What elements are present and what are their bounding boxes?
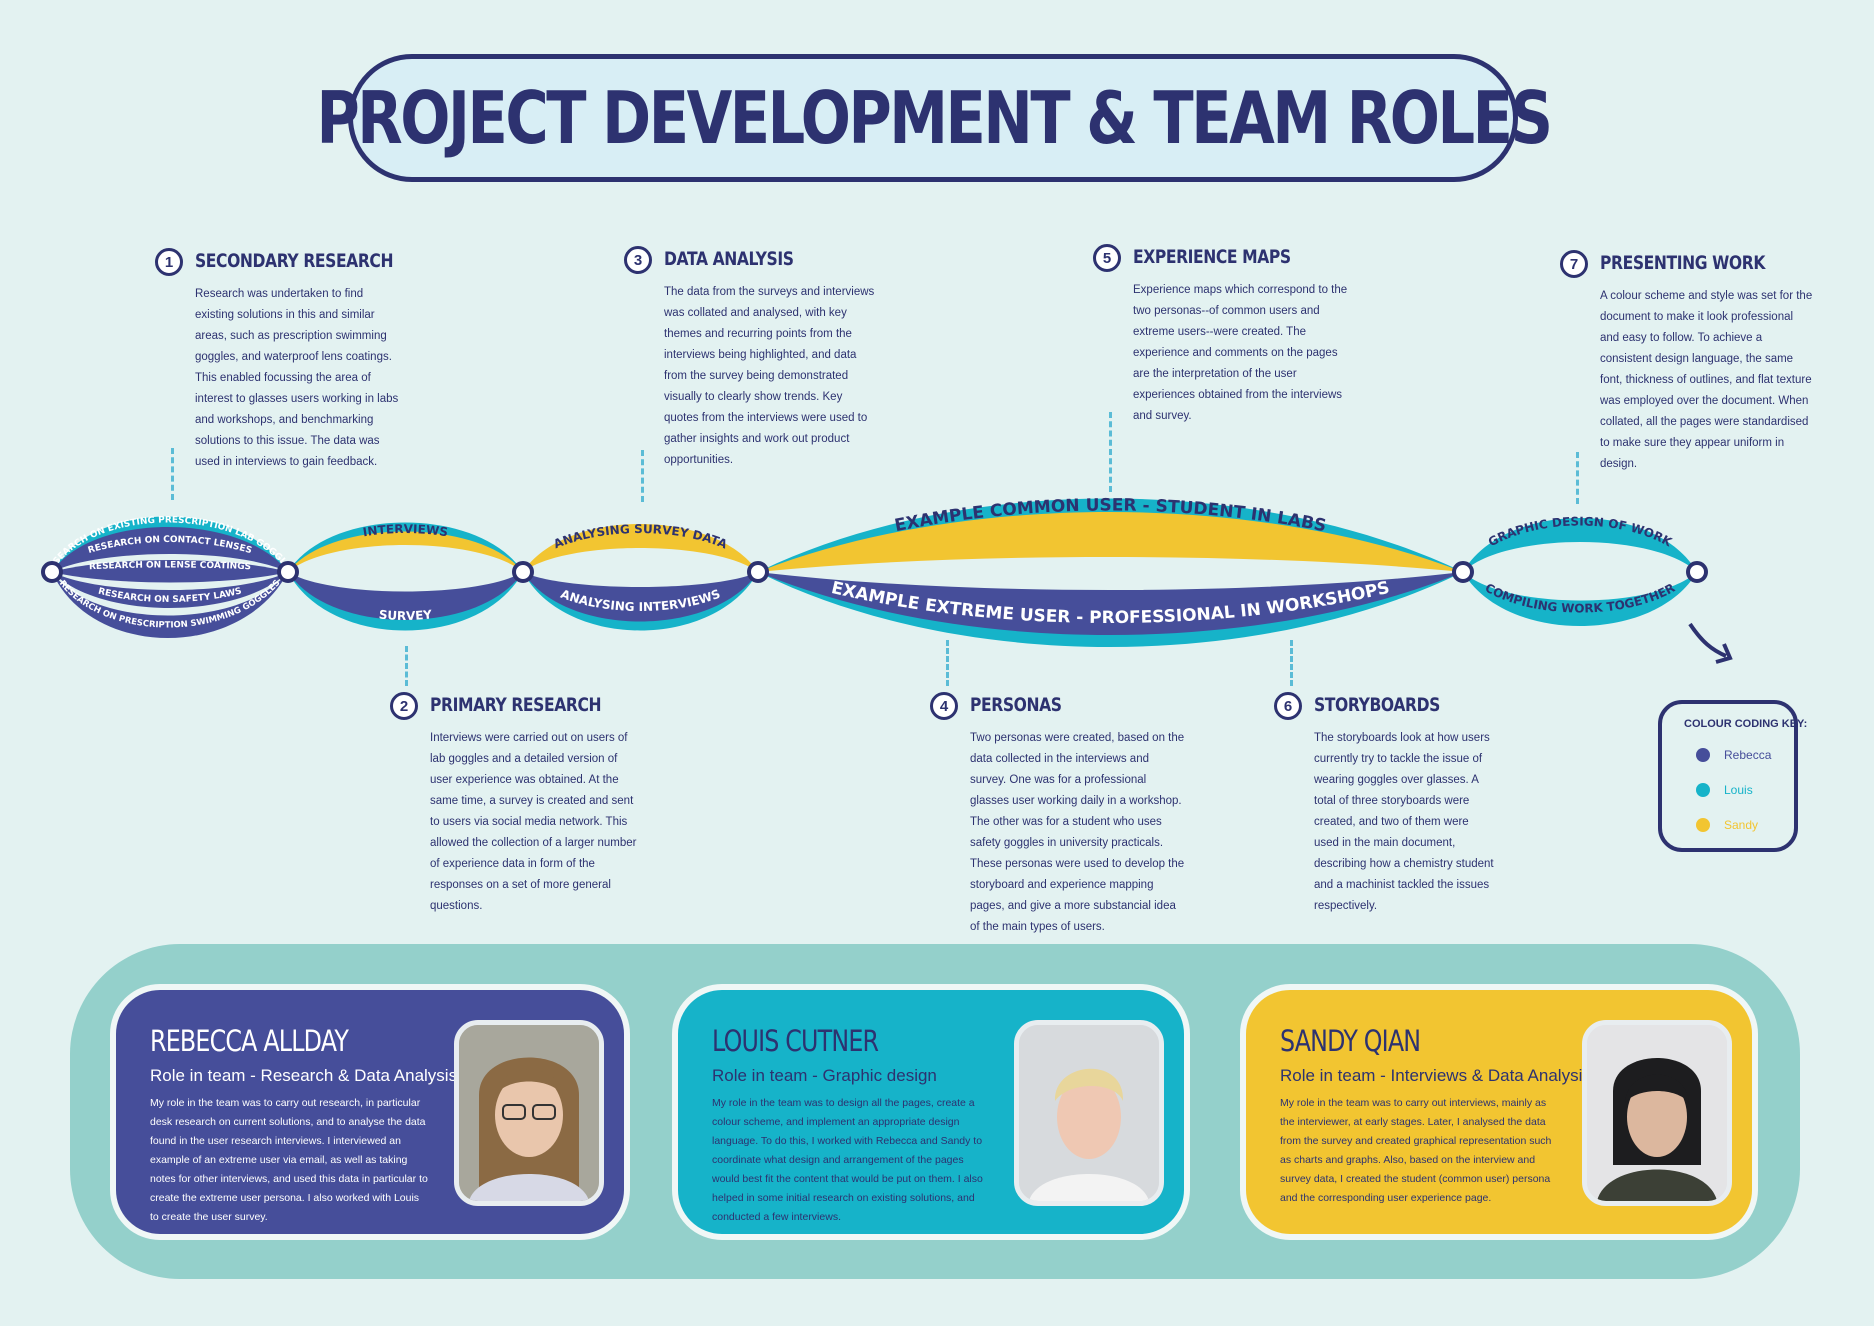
step-heading: EXPERIENCE MAPS — [1133, 246, 1291, 268]
connector-7 — [1576, 452, 1579, 504]
step-number: 1 — [155, 248, 183, 276]
interviews-label: INTERVIEWS — [362, 522, 449, 539]
team-card-sandy: SANDY QIAN Role in team - Interviews & D… — [1240, 984, 1758, 1240]
step-body: Two personas were created, based on the … — [970, 732, 1185, 933]
analysing-interviews-band — [523, 572, 758, 622]
step-body: A colour scheme and style was set for th… — [1600, 290, 1813, 470]
step-body: Research was undertaken to find existing… — [195, 288, 399, 468]
step-heading: PRESENTING WORK — [1600, 252, 1765, 274]
member-role: Role in team - Interviews & Data Analysi… — [1280, 1066, 1591, 1085]
member-description: My role in the team was to carry out int… — [1280, 1097, 1552, 1204]
connector-6 — [1290, 640, 1293, 686]
member-photo — [1014, 1020, 1164, 1206]
interviews-band-outer — [288, 522, 523, 572]
survey-label: SURVEY — [378, 607, 433, 623]
team-card-louis: LOUIS CUTNER Role in team - Graphic desi… — [672, 984, 1190, 1240]
key-title: COLOUR CODING KEY: — [1684, 718, 1808, 730]
step-number: 3 — [624, 246, 652, 274]
color-dot-icon — [1696, 748, 1710, 762]
member-role: Role in team - Research & Data Analysis — [150, 1066, 458, 1085]
connector-4 — [946, 640, 949, 686]
step-body: The data from the surveys and interviews… — [664, 286, 875, 466]
member-name: SANDY QIAN — [1280, 1024, 1421, 1058]
analysing-survey-band — [523, 524, 758, 572]
flow-node-end — [1686, 561, 1708, 583]
step-number: 2 — [390, 692, 418, 720]
step-number: 6 — [1274, 692, 1302, 720]
colour-coding-key: COLOUR CODING KEY: Rebecca Louis Sandy — [1658, 700, 1807, 852]
step-heading: STORYBOARDS — [1314, 694, 1440, 716]
member-description: My role in the team was to carry out res… — [150, 1097, 428, 1223]
step-number: 7 — [1560, 250, 1588, 278]
step-body: The storyboards look at how users curren… — [1314, 732, 1494, 912]
step-heading: PERSONAS — [970, 694, 1062, 716]
flow-node-3 — [512, 561, 534, 583]
step-heading: SECONDARY RESEARCH — [195, 250, 394, 272]
key-item-sandy: Sandy — [1696, 818, 1758, 832]
flow-node-start — [41, 561, 63, 583]
connector-2 — [405, 646, 408, 686]
member-name: LOUIS CUTNER — [712, 1024, 879, 1058]
step-number: 5 — [1093, 244, 1121, 272]
portrait-icon — [1587, 1025, 1727, 1201]
portrait-icon — [1019, 1025, 1159, 1201]
color-dot-icon — [1696, 783, 1710, 797]
step-heading: PRIMARY RESEARCH — [430, 694, 602, 716]
connector-1 — [171, 448, 174, 500]
color-dot-icon — [1696, 818, 1710, 832]
team-card-rebecca: REBECCA ALLDAY Role in team - Research &… — [110, 984, 630, 1240]
member-photo — [1582, 1020, 1732, 1206]
member-role: Role in team - Graphic design — [712, 1066, 937, 1085]
step-body: Interviews were carried out on users of … — [430, 732, 637, 912]
portrait-icon — [459, 1025, 599, 1201]
title-banner: PROJECT DEVELOPMENT & TEAM ROLES — [316, 54, 1553, 182]
interviews-band — [288, 531, 523, 572]
flow-node-4 — [747, 561, 769, 583]
member-description: My role in the team was to design all th… — [712, 1097, 983, 1223]
key-item-louis: Louis — [1696, 783, 1753, 797]
compiling-band — [1463, 572, 1697, 626]
flow-node-5 — [1452, 561, 1474, 583]
step-number: 4 — [930, 692, 958, 720]
key-item-rebecca: Rebecca — [1696, 748, 1771, 762]
common-user-band — [758, 512, 1463, 572]
page-title: PROJECT DEVELOPMENT & TEAM ROLES — [315, 76, 1553, 160]
curved-arrow-icon — [1688, 622, 1733, 664]
survey-band — [288, 572, 523, 620]
member-name: REBECCA ALLDAY — [150, 1024, 349, 1058]
step-body: Experience maps which correspond to the … — [1133, 284, 1348, 422]
member-photo — [454, 1020, 604, 1206]
flow-node-2 — [277, 561, 299, 583]
graphic-design-band — [1463, 518, 1697, 572]
connector-3 — [641, 450, 644, 502]
step-heading: DATA ANALYSIS — [664, 248, 794, 270]
connector-5 — [1109, 412, 1112, 492]
research-lanes — [52, 516, 288, 638]
lane-label-2: RESEARCH ON LENSE COATINGS — [89, 560, 251, 572]
extreme-user-band — [758, 572, 1463, 635]
